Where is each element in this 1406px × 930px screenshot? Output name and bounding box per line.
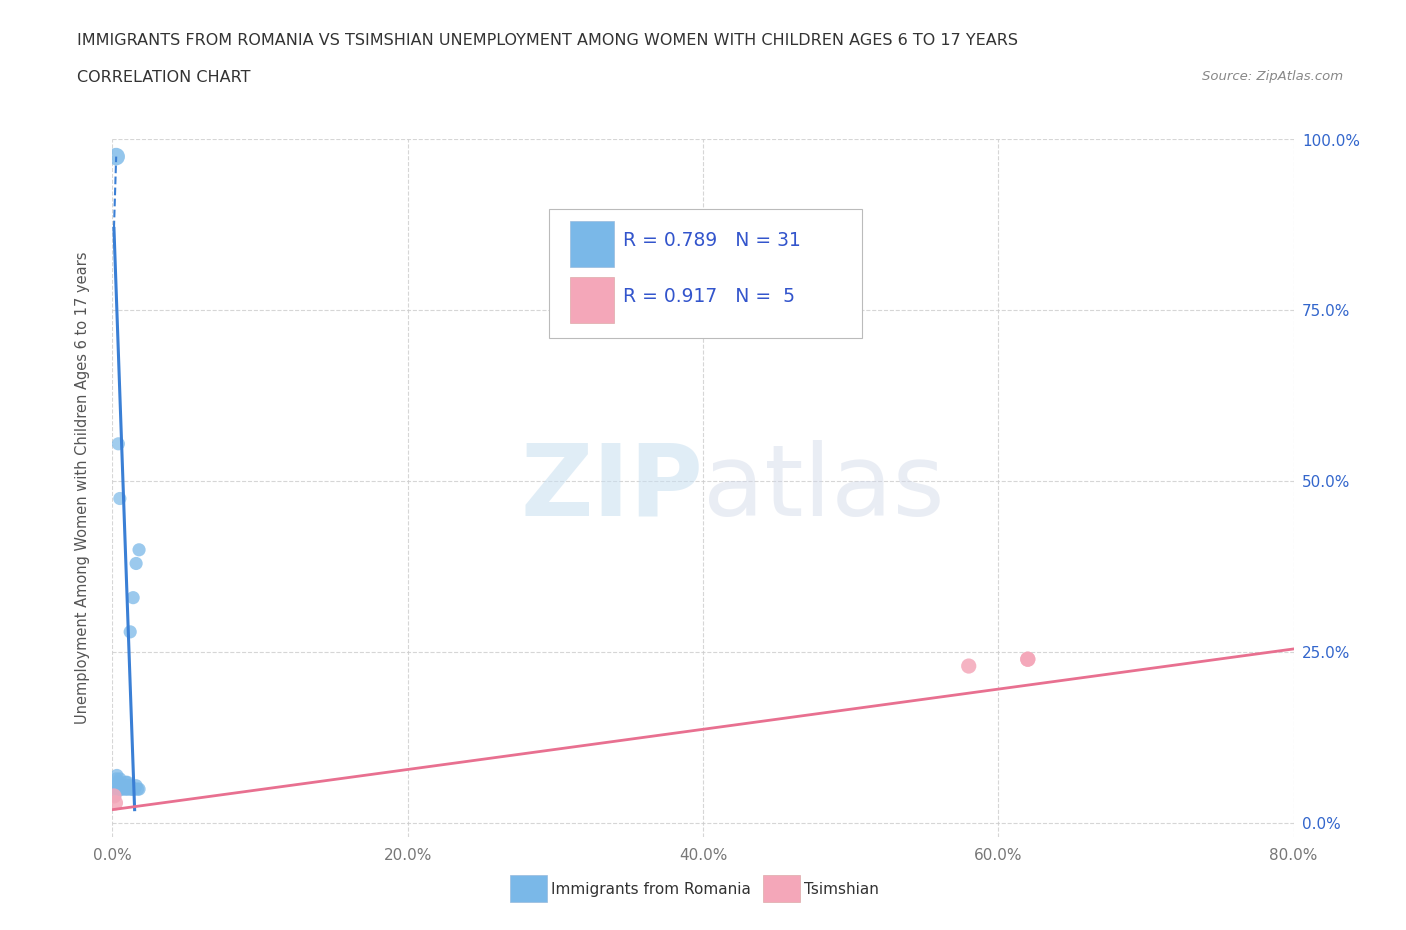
Text: R = 0.917   N =  5: R = 0.917 N = 5 bbox=[623, 287, 794, 306]
Point bbox=[110, 782, 132, 797]
Point bbox=[122, 782, 145, 797]
Point bbox=[107, 436, 129, 451]
Point bbox=[105, 768, 128, 783]
Point bbox=[117, 782, 138, 797]
Point bbox=[108, 491, 131, 506]
Point bbox=[103, 789, 125, 804]
Text: Immigrants from Romania: Immigrants from Romania bbox=[551, 882, 751, 897]
Point bbox=[111, 778, 134, 793]
Point bbox=[104, 778, 127, 793]
Text: IMMIGRANTS FROM ROMANIA VS TSIMSHIAN UNEMPLOYMENT AMONG WOMEN WITH CHILDREN AGES: IMMIGRANTS FROM ROMANIA VS TSIMSHIAN UNE… bbox=[77, 33, 1018, 47]
Point bbox=[957, 658, 980, 673]
Y-axis label: Unemployment Among Women with Children Ages 6 to 17 years: Unemployment Among Women with Children A… bbox=[76, 252, 90, 724]
Point bbox=[117, 775, 138, 790]
Point bbox=[1017, 652, 1039, 667]
Point bbox=[112, 778, 135, 793]
Point bbox=[111, 782, 134, 797]
Point bbox=[128, 542, 150, 557]
Point bbox=[121, 782, 143, 797]
Point bbox=[107, 775, 129, 790]
Text: ZIP: ZIP bbox=[520, 440, 703, 537]
Point bbox=[114, 775, 136, 790]
Point bbox=[118, 778, 141, 793]
Point bbox=[105, 782, 128, 797]
Point bbox=[127, 782, 149, 797]
Point bbox=[104, 789, 127, 804]
Text: Tsimshian: Tsimshian bbox=[804, 882, 879, 897]
Point bbox=[120, 624, 142, 639]
Point bbox=[1017, 652, 1039, 667]
Text: Source: ZipAtlas.com: Source: ZipAtlas.com bbox=[1202, 70, 1343, 83]
Point bbox=[105, 772, 128, 787]
Point bbox=[114, 782, 136, 797]
FancyBboxPatch shape bbox=[569, 277, 614, 323]
Text: atlas: atlas bbox=[703, 440, 945, 537]
Point bbox=[125, 556, 148, 571]
Point bbox=[110, 778, 132, 793]
Point bbox=[120, 778, 142, 793]
Point bbox=[125, 778, 148, 793]
Point bbox=[104, 795, 127, 810]
Point bbox=[128, 782, 150, 797]
FancyBboxPatch shape bbox=[569, 221, 614, 267]
Point bbox=[120, 782, 142, 797]
Point bbox=[124, 782, 146, 797]
Text: R = 0.789   N = 31: R = 0.789 N = 31 bbox=[623, 232, 800, 250]
Point bbox=[108, 772, 131, 787]
Point bbox=[108, 782, 131, 797]
FancyBboxPatch shape bbox=[550, 209, 862, 339]
Point bbox=[107, 782, 129, 797]
Text: CORRELATION CHART: CORRELATION CHART bbox=[77, 70, 250, 85]
Point bbox=[122, 591, 145, 605]
Point bbox=[105, 149, 128, 164]
